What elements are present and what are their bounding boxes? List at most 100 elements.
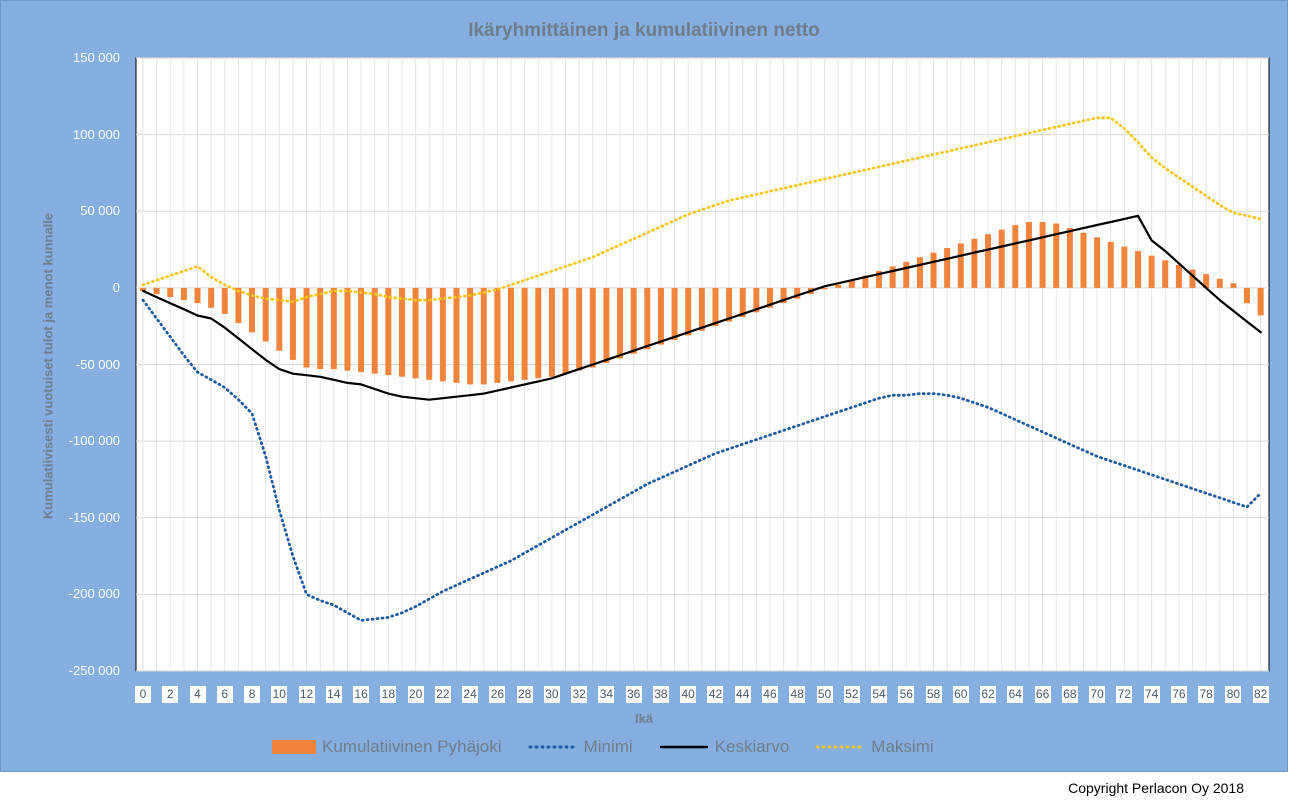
x-tick-label-2: 4	[189, 686, 206, 703]
bar-5	[208, 287, 215, 308]
bar-80	[1230, 283, 1237, 288]
bar-75	[1162, 260, 1169, 288]
y-tick-label-8: -250 000	[68, 663, 120, 678]
x-tick-label-20: 40	[680, 686, 697, 703]
bar-44	[739, 287, 746, 317]
bar-62	[985, 234, 992, 288]
bar-31	[562, 287, 569, 374]
bar-1	[153, 287, 160, 295]
bar-28	[521, 287, 528, 380]
legend-label-avg: Keskiarvo	[714, 737, 790, 756]
y-tick-label-2: 50 000	[80, 203, 120, 219]
series-line-keskiarvo	[141, 214, 1262, 401]
bar-29	[535, 287, 542, 379]
x-tick-label-29: 58	[925, 686, 942, 703]
copyright-text: Copyright Perlacon Oy 2018	[1068, 780, 1244, 796]
bar-37	[644, 287, 651, 350]
bar-47	[780, 287, 787, 304]
bar-59	[944, 248, 951, 288]
bar-61	[971, 238, 978, 288]
x-tick-label-40: 80	[1225, 686, 1242, 703]
bar-52	[848, 280, 855, 288]
bar-56	[903, 261, 910, 288]
bar-78	[1203, 274, 1210, 288]
bar-54	[876, 271, 883, 288]
bar-14	[330, 287, 337, 370]
bar-58	[930, 252, 937, 288]
bar-64	[1012, 225, 1019, 288]
y-tick-label-1: 100 000	[73, 126, 120, 142]
x-tick-label-17: 34	[598, 686, 615, 703]
bar-68	[1066, 228, 1073, 288]
x-tick-label-33: 66	[1034, 686, 1051, 703]
x-tick-label-34: 68	[1061, 686, 1078, 703]
bar-67	[1053, 223, 1060, 288]
legend-label-bar: Kumulatiivinen Pyhäjoki	[322, 737, 502, 756]
x-tick-label-24: 48	[789, 686, 806, 703]
bar-27	[508, 287, 515, 382]
bar-81	[1244, 287, 1251, 304]
bar-53	[862, 275, 869, 288]
series-line-minimi	[141, 298, 1263, 622]
legend-swatch-bar	[272, 740, 316, 754]
x-tick-label-27: 54	[871, 686, 888, 703]
legend-swatch-max	[815, 745, 865, 749]
x-tick-label-11: 22	[434, 686, 451, 703]
bar-34	[603, 287, 610, 363]
y-tick-label-4: -50 000	[75, 356, 120, 372]
bar-69	[1080, 232, 1087, 288]
x-tick-label-13: 26	[489, 686, 506, 703]
bar-10	[276, 287, 283, 351]
x-tick-label-0: 0	[135, 686, 151, 703]
bar-74	[1148, 255, 1155, 288]
bar-42	[712, 287, 719, 327]
bar-77	[1189, 269, 1196, 288]
bar-0	[140, 287, 146, 291]
bar-15	[344, 287, 351, 371]
bar-2	[167, 287, 174, 298]
x-tick-label-26: 52	[843, 686, 860, 703]
grid-lines	[136, 57, 1269, 672]
x-tick-label-39: 78	[1198, 686, 1215, 703]
bar-3	[180, 287, 187, 301]
bar-55	[889, 266, 896, 288]
x-tick-label-12: 24	[462, 686, 479, 703]
legend-item-bar: Kumulatiivinen Pyhäjoki	[272, 737, 502, 757]
legend-item-max: Maksimi	[815, 737, 934, 757]
bar-65	[1025, 221, 1032, 288]
bar-17	[371, 287, 378, 374]
bar-32	[576, 287, 583, 371]
bar-39	[671, 287, 678, 340]
bar-38	[657, 287, 664, 345]
x-tick-label-31: 62	[980, 686, 997, 703]
x-tick-label-5: 10	[271, 686, 288, 703]
x-tick-label-41: 82	[1252, 686, 1269, 703]
bar-73	[1134, 251, 1141, 288]
x-tick-label-14: 28	[516, 686, 533, 703]
legend-swatch-bar-rect	[272, 740, 316, 754]
x-tick-label-18: 36	[625, 686, 642, 703]
bar-43	[726, 287, 733, 322]
x-tick-label-28: 56	[898, 686, 915, 703]
bar-71	[1107, 241, 1114, 288]
x-tick-label-6: 12	[298, 686, 315, 703]
x-tick-label-21: 42	[707, 686, 724, 703]
bar-46	[766, 287, 773, 308]
y-tick-label-0: 150 000	[73, 50, 120, 65]
bar-25	[480, 287, 487, 385]
y-tick-label-5: -100 000	[68, 433, 120, 449]
bar-24	[467, 287, 474, 385]
bar-82	[1257, 287, 1264, 316]
legend-item-avg: Keskiarvo	[659, 737, 790, 757]
bar-57	[916, 257, 923, 288]
bar-7	[235, 287, 242, 324]
bar-20	[412, 287, 419, 379]
x-tick-label-3: 6	[216, 686, 233, 703]
bar-40	[685, 287, 692, 336]
bar-36	[630, 287, 637, 354]
series-line-maksimi	[141, 116, 1263, 304]
x-tick-label-30: 60	[952, 686, 969, 703]
x-tick-label-35: 70	[1089, 686, 1106, 703]
bar-9	[262, 287, 269, 342]
